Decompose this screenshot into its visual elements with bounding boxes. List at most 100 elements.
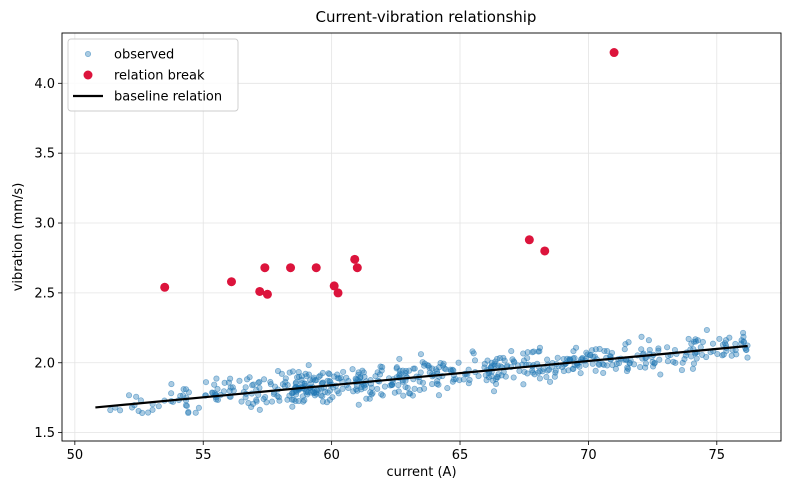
observed-point (570, 355, 577, 362)
observed-point (417, 369, 424, 376)
relation-break-point (609, 48, 619, 58)
observed-point (645, 337, 652, 344)
y-tick-label: 3.5 (34, 147, 55, 162)
observed-point (670, 358, 677, 365)
observed-point (681, 356, 688, 363)
observed-point (577, 370, 584, 377)
observed-point (145, 409, 152, 416)
observed-point (612, 365, 619, 372)
x-axis: 50 55 60 65 70 75 (67, 441, 726, 463)
observed-point (552, 367, 559, 374)
observed-point (720, 351, 727, 358)
observed-point (521, 368, 528, 375)
baseline-relation-line (95, 344, 748, 409)
observed-point (625, 339, 632, 346)
legend-marker-relation-break (83, 70, 93, 80)
observed-point (256, 406, 263, 413)
observed-point (349, 366, 356, 373)
observed-point (395, 388, 402, 395)
observed-point (664, 358, 671, 365)
observed-point (245, 400, 252, 407)
observed-point (625, 365, 632, 372)
observed-point (355, 401, 362, 408)
x-tick-label: 75 (709, 448, 726, 463)
observed-point (395, 382, 402, 389)
observed-point (638, 333, 645, 340)
observed-point (236, 377, 243, 384)
observed-point (250, 381, 257, 388)
observed-point (699, 338, 706, 346)
observed-point (267, 378, 274, 386)
observed-point (229, 384, 236, 391)
observed-point (256, 384, 263, 391)
observed-point (155, 403, 162, 410)
observed-point (481, 364, 488, 371)
observed-point (192, 409, 199, 416)
observed-point (214, 385, 221, 393)
legend-label: relation break (114, 69, 205, 84)
observed-point (379, 392, 386, 399)
observed-point (409, 392, 416, 399)
observed-point (260, 376, 268, 383)
observed-point (180, 392, 187, 399)
relation-break-point (350, 254, 360, 264)
observed-point (650, 363, 657, 370)
grid (62, 33, 781, 441)
observed-point (689, 365, 697, 372)
observed-point (180, 386, 187, 393)
observed-point (289, 368, 296, 375)
observed-point (744, 354, 751, 361)
observed-point (709, 340, 717, 347)
observed-point (455, 359, 462, 366)
observed-point (685, 335, 692, 342)
observed-point (657, 371, 664, 378)
observed-point (551, 373, 558, 380)
observed-point (595, 361, 603, 368)
observed-point (678, 367, 685, 374)
observed-point (488, 373, 495, 380)
observed-point (372, 373, 379, 380)
observed-point (740, 329, 747, 336)
observed-point (664, 344, 671, 351)
observed-point (400, 392, 407, 399)
observed-point (326, 371, 333, 378)
observed-point (646, 346, 653, 353)
observed-point (728, 352, 735, 359)
observed-point (546, 366, 553, 373)
observed-point (315, 386, 322, 393)
observed-point (435, 392, 443, 399)
observed-point (290, 396, 297, 403)
observed-point (637, 364, 644, 371)
observed-point (305, 371, 312, 378)
y-tick-label: 2.5 (34, 286, 55, 301)
observed-point (500, 354, 507, 361)
observed-point (498, 372, 505, 379)
observed-point (300, 398, 307, 405)
observed-point (509, 356, 516, 363)
legend-label: observed (114, 48, 174, 63)
observed-point (626, 359, 633, 366)
observed-point (263, 399, 270, 406)
observed-point (295, 373, 303, 380)
observed-point (339, 385, 346, 392)
x-tick-label: 60 (323, 448, 340, 463)
observed-point (221, 379, 228, 386)
legend: observed relation break baseline relation (67, 38, 239, 112)
observed-point (492, 380, 500, 387)
observed-point (268, 398, 276, 405)
observed-point (267, 381, 274, 388)
observed-point (213, 375, 220, 382)
observed-point (592, 346, 599, 353)
observed-point (434, 377, 441, 385)
observed-point (465, 380, 472, 387)
y-tick-label: 4.0 (34, 77, 55, 92)
observed-point (703, 326, 710, 334)
observed-point (516, 367, 523, 375)
observed-point (305, 362, 312, 369)
observed-point (388, 381, 395, 388)
observed-point (743, 346, 750, 354)
observed-point (321, 388, 329, 395)
observed-point (202, 379, 210, 386)
observed-point (195, 404, 202, 411)
